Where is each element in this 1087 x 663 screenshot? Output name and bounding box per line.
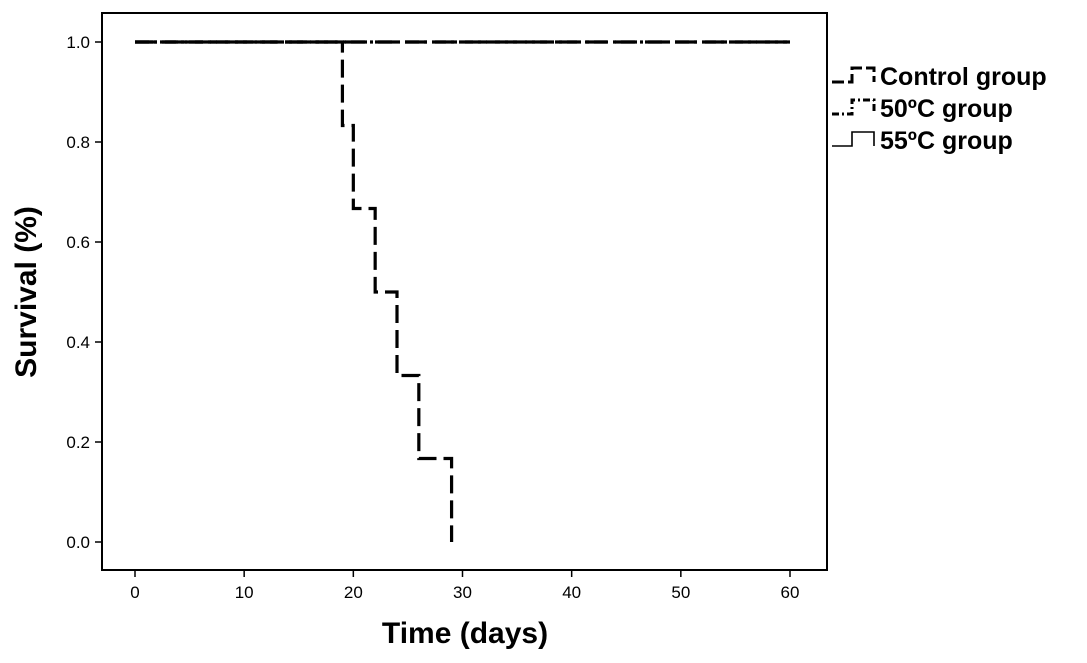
legend: Control group 50ºC group 55ºC group (832, 63, 1047, 155)
y-axis-title: Survival (%) (10, 206, 43, 378)
x-tick-label: 50 (671, 583, 690, 602)
x-tick-label: 10 (235, 583, 254, 602)
legend-label: 50ºC group (880, 95, 1013, 123)
legend-swatch (832, 131, 875, 147)
plot-frame (101, 12, 828, 571)
legend-swatch (832, 98, 876, 116)
series-layer (135, 40, 790, 542)
x-tick-label: 20 (344, 583, 363, 602)
x-axis-title: Time (days) (382, 617, 548, 650)
y-tick-label: 0.8 (66, 133, 90, 152)
x-tick-label: 30 (453, 583, 472, 602)
legend-label: Control group (880, 63, 1047, 91)
legend-item: 55ºC group (832, 127, 1013, 155)
legend-item: 50ºC group (832, 95, 1013, 123)
x-axis: 0 10 20 30 40 50 60 (130, 570, 799, 602)
y-tick-label: 1.0 (66, 33, 90, 52)
x-tick-label: 0 (130, 583, 139, 602)
y-tick-label: 0.6 (66, 233, 90, 252)
y-tick-label: 0.0 (66, 533, 90, 552)
y-tick-label: 0.4 (66, 333, 90, 352)
legend-item: Control group (832, 63, 1047, 91)
series-line-3 (135, 40, 454, 542)
legend-swatch (832, 66, 876, 84)
y-axis: 0.0 0.2 0.4 0.6 0.8 1.0 (66, 33, 102, 552)
y-tick-label: 0.2 (66, 433, 90, 452)
legend-label: 55ºC group (880, 127, 1013, 155)
x-tick-label: 40 (562, 583, 581, 602)
x-tick-label: 60 (781, 583, 800, 602)
